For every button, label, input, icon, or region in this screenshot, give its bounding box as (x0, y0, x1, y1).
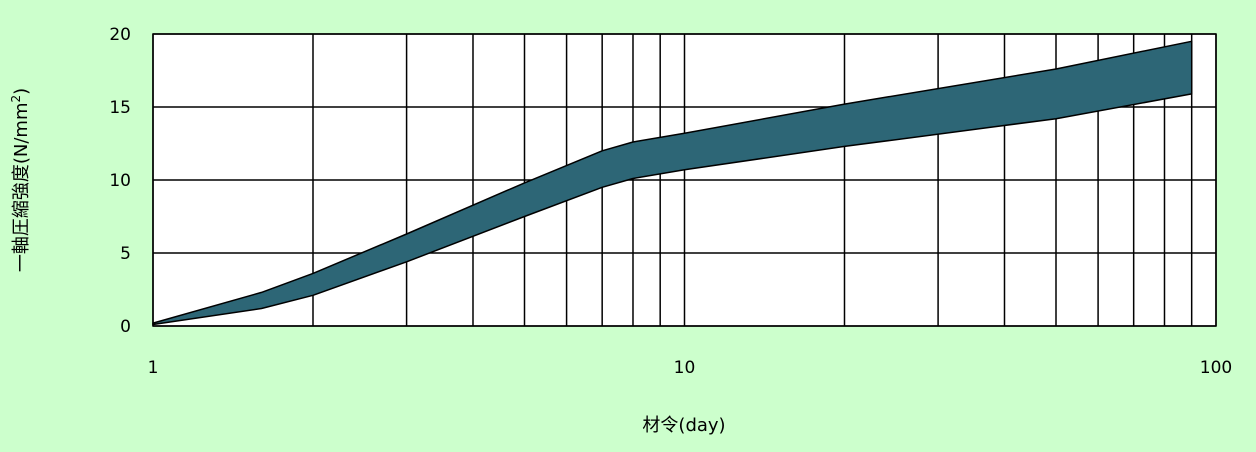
y-tick-label: 5 (120, 244, 131, 264)
x-tick-label: 100 (1200, 358, 1232, 378)
y-axis-title: 一軸圧縮強度(N/mm2) (9, 88, 32, 272)
y-tick-label: 15 (109, 98, 131, 118)
y-axis-title-sup: 2 (9, 95, 23, 103)
x-tick-labels: 1 10 100 (148, 358, 1233, 378)
y-tick-label: 10 (109, 171, 131, 191)
x-axis-title: 材令(day) (642, 415, 725, 436)
x-tick-label: 10 (674, 358, 696, 378)
plot-frame (152, 33, 1217, 327)
y-tick-labels: 0 5 10 15 20 (109, 25, 131, 337)
y-tick-label: 20 (109, 25, 131, 45)
x-tick-label: 1 (148, 358, 159, 378)
y-axis-title-main: 一軸圧縮強度(N/mm (11, 103, 32, 273)
y-axis-title-close: ) (11, 88, 32, 95)
y-tick-label: 0 (120, 317, 131, 337)
strength-band (152, 40, 1193, 326)
